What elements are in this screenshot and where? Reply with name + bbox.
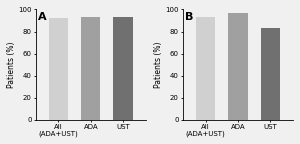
Bar (49, 18, 68, 120)
Bar (196, 17, 215, 120)
Text: A: A (38, 12, 46, 22)
Bar (228, 13, 248, 120)
Y-axis label: Patients (%): Patients (%) (154, 41, 163, 88)
Y-axis label: Patients (%): Patients (%) (7, 41, 16, 88)
Bar (261, 28, 280, 120)
Bar (113, 17, 133, 120)
Text: B: B (185, 12, 194, 22)
Bar (81, 17, 100, 120)
